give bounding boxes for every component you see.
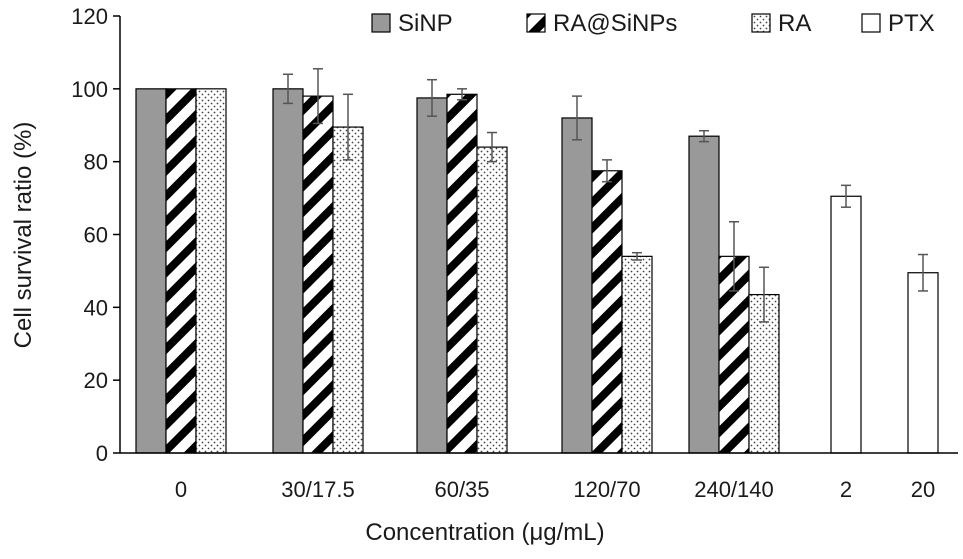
x-tick-label-5: 2 xyxy=(840,477,852,502)
legend-label-ptx: PTX xyxy=(888,10,935,37)
labels-layer: 0 20 40 60 80 100 120 0 30/17.5 60/35 120/70 240/14… xyxy=(10,4,935,546)
legend-item-ra-sinps: RA@SiNPs xyxy=(526,10,677,37)
bar-ra-sinps-3 xyxy=(591,170,623,454)
bar-ra-sinps-1 xyxy=(302,95,334,454)
x-tick-label-1: 30/17.5 xyxy=(281,477,354,502)
bar-sinp-3 xyxy=(561,117,593,454)
bar-sinp-1 xyxy=(272,88,304,454)
bar-ra-3 xyxy=(621,255,653,454)
error-bar-ra-sinps-4 xyxy=(729,221,739,292)
error-bar-ra-sinps-3 xyxy=(602,159,612,183)
axes-layer xyxy=(113,15,958,454)
legend-label-ra-sinps: RA@SiNPs xyxy=(553,10,677,37)
error-bar-ptx-5 xyxy=(841,184,851,208)
error-bar-ra-sinps-2 xyxy=(457,88,467,101)
bar-ra-sinps-0 xyxy=(165,88,197,454)
x-tick-label-2: 60/35 xyxy=(434,477,489,502)
y-tick-label-80: 80 xyxy=(84,150,108,175)
bar-ptx-5 xyxy=(830,195,862,454)
y-tick-label-100: 100 xyxy=(71,77,108,102)
legend-label-sinp: SiNP xyxy=(398,10,453,37)
legend-item-sinp: SiNP xyxy=(371,10,453,37)
error-bar-ptx-6 xyxy=(918,253,928,292)
bar-ra-sinps-2 xyxy=(446,93,478,454)
error-bar-ra-4 xyxy=(759,266,769,323)
error-bar-ra-2 xyxy=(487,131,497,163)
bar-sinp-0 xyxy=(135,88,167,454)
bars-layer xyxy=(135,68,939,454)
legend-item-ra: RA xyxy=(751,10,811,37)
legend-swatch-ra xyxy=(751,13,771,33)
bar-ra-2 xyxy=(476,146,508,454)
x-tick-label-6: 20 xyxy=(911,477,935,502)
y-tick-label-0: 0 xyxy=(96,441,108,466)
bar-ra-1 xyxy=(332,126,364,454)
y-tick-label-40: 40 xyxy=(84,295,108,320)
y-tick-label-120: 120 xyxy=(71,4,108,29)
bar-ptx-6 xyxy=(907,272,939,454)
bar-sinp-4 xyxy=(688,135,720,454)
bar-sinp-2 xyxy=(416,97,448,454)
error-bar-sinp-2 xyxy=(427,78,437,117)
bar-ra-0 xyxy=(195,88,227,454)
bar-ra-4 xyxy=(748,293,780,454)
legend: SiNP RA@SiNPs RA PTX xyxy=(371,10,935,37)
x-tick-label-4: 240/140 xyxy=(694,477,774,502)
error-bar-sinp-4 xyxy=(699,129,709,143)
legend-swatch-ra-sinps xyxy=(526,13,546,33)
error-bar-ra-3 xyxy=(632,251,642,261)
legend-swatch-sinp xyxy=(371,13,391,33)
x-tick-label-0: 0 xyxy=(175,477,187,502)
legend-label-ra: RA xyxy=(778,10,811,37)
legend-swatch-ptx xyxy=(861,13,881,33)
error-bar-sinp-1 xyxy=(283,73,293,105)
y-tick-label-60: 60 xyxy=(84,223,108,248)
y-axis-title: Cell survival ratio (%) xyxy=(10,122,37,349)
y-tick-label-20: 20 xyxy=(84,368,108,393)
error-bar-ra-sinps-1 xyxy=(313,68,323,125)
legend-item-ptx: PTX xyxy=(861,10,935,37)
x-axis-title: Concentration (μg/mL) xyxy=(365,519,604,546)
x-tick-label-3: 120/70 xyxy=(573,477,640,502)
error-bar-ra-1 xyxy=(343,93,353,161)
error-bar-sinp-3 xyxy=(572,95,582,141)
